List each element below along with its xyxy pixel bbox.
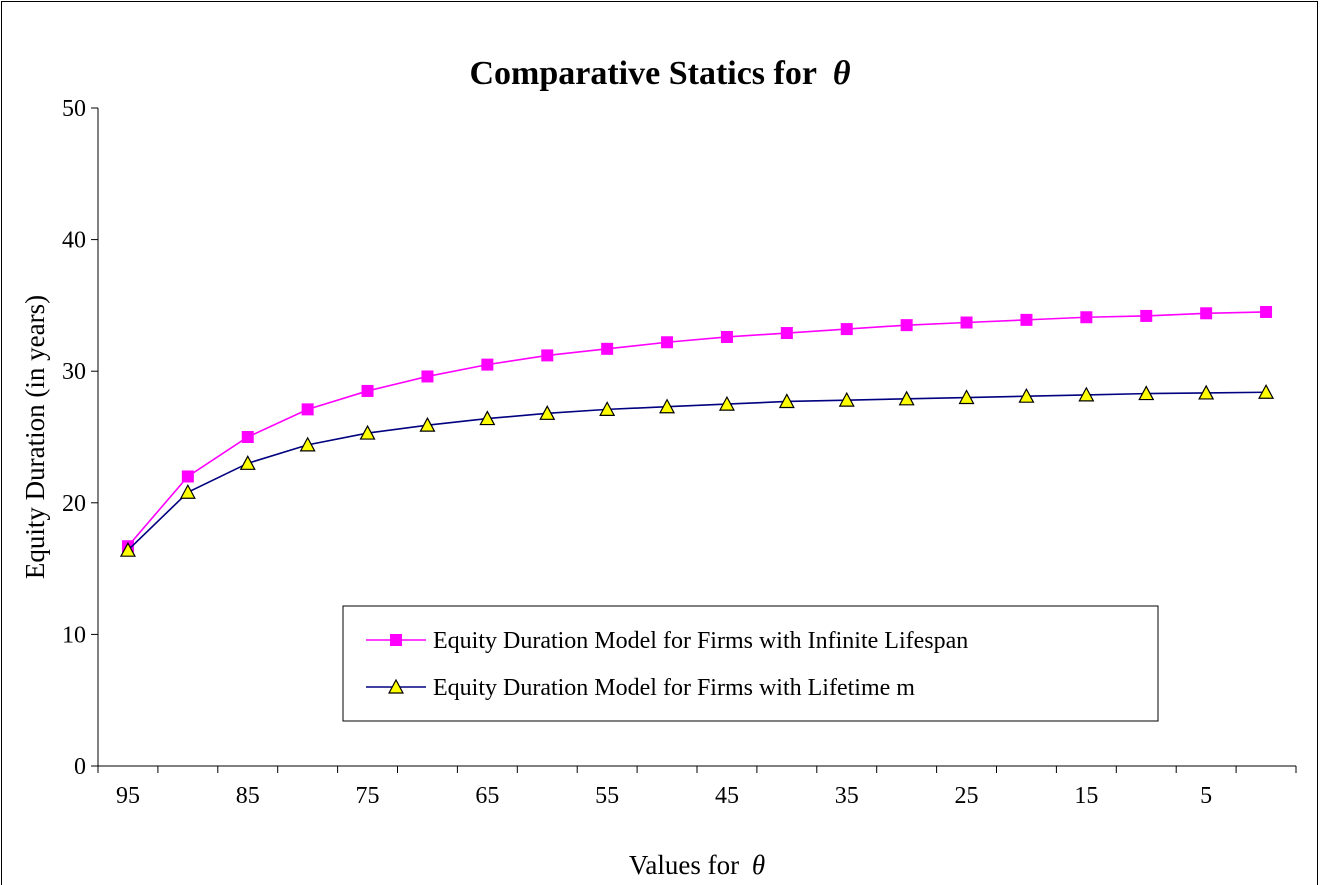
series-line bbox=[127, 311, 1267, 547]
legend-box bbox=[342, 605, 1159, 722]
y-tick-label: 40 bbox=[62, 228, 86, 254]
data-point bbox=[718, 395, 735, 411]
legend: Equity Duration Model for Firms with Inf… bbox=[342, 605, 1159, 722]
series-2 bbox=[119, 383, 1275, 557]
data-point bbox=[960, 316, 973, 329]
data-point bbox=[541, 349, 554, 362]
x-axis-label: Values for θ bbox=[629, 850, 765, 880]
data-point bbox=[599, 401, 616, 416]
data-point bbox=[1140, 309, 1153, 322]
y-tick-label: 50 bbox=[62, 96, 86, 122]
legend-item-1: Equity Duration Model for Firms with Inf… bbox=[366, 628, 968, 654]
x-ticks: 95 85 75 65 55 45 35 25 15 5 bbox=[97, 766, 1297, 809]
data-point bbox=[481, 358, 494, 371]
y-tick-label: 0 bbox=[74, 754, 86, 780]
chart-title: Comparative Statics for θ bbox=[469, 55, 850, 92]
data-point bbox=[361, 384, 374, 397]
data-point bbox=[479, 410, 496, 426]
data-point bbox=[1198, 384, 1215, 400]
y-tick-label: 10 bbox=[62, 622, 86, 648]
data-point bbox=[359, 424, 376, 440]
data-point bbox=[601, 342, 614, 355]
chart-title-symbol: θ bbox=[833, 55, 851, 92]
data-point bbox=[1080, 311, 1093, 324]
data-point bbox=[1020, 313, 1033, 326]
series-1 bbox=[121, 305, 1273, 553]
data-point bbox=[181, 470, 194, 483]
data-point bbox=[239, 455, 256, 470]
data-point bbox=[301, 403, 314, 416]
data-point bbox=[780, 327, 793, 340]
x-tick-label: 65 bbox=[475, 783, 499, 809]
x-tick-label: 55 bbox=[595, 783, 619, 809]
data-point bbox=[900, 319, 913, 332]
data-point bbox=[720, 330, 733, 343]
y-axis-label: Equity Duration (in years) bbox=[20, 295, 50, 579]
data-point bbox=[1260, 305, 1273, 318]
data-point bbox=[179, 484, 196, 499]
x-tick-label: 45 bbox=[715, 783, 739, 809]
x-axis-label-text: Values for bbox=[629, 850, 739, 880]
x-tick-label: 35 bbox=[835, 783, 859, 809]
x-axis-label-symbol: θ bbox=[752, 850, 765, 880]
x-tick-label: 15 bbox=[1074, 783, 1098, 809]
data-point bbox=[299, 436, 316, 452]
data-point bbox=[119, 541, 136, 557]
data-point bbox=[958, 389, 975, 405]
data-point bbox=[1138, 385, 1155, 401]
x-tick-label: 25 bbox=[955, 783, 979, 809]
data-point bbox=[659, 398, 676, 414]
series-layer bbox=[119, 305, 1275, 557]
x-tick-label: 85 bbox=[236, 783, 260, 809]
data-point bbox=[840, 323, 853, 336]
data-point bbox=[1018, 387, 1035, 403]
data-point bbox=[778, 393, 795, 409]
data-point bbox=[898, 390, 915, 406]
y-tick-label: 20 bbox=[62, 491, 86, 517]
legend-swatch-marker bbox=[387, 678, 405, 694]
legend-label: Equity Duration Model for Firms with Inf… bbox=[433, 628, 968, 654]
series-line bbox=[127, 391, 1267, 551]
x-tick-label: 75 bbox=[356, 783, 380, 809]
data-point bbox=[421, 370, 434, 383]
data-point bbox=[539, 405, 556, 420]
data-point bbox=[1258, 383, 1275, 399]
chart-title-text: Comparative Statics for bbox=[469, 55, 816, 92]
data-point bbox=[1200, 307, 1213, 320]
legend-swatch-marker bbox=[390, 634, 402, 646]
data-point bbox=[838, 391, 855, 407]
data-point bbox=[419, 416, 436, 432]
x-tick-label: 5 bbox=[1200, 783, 1212, 809]
legend-item-2: Equity Duration Model for Firms with Lif… bbox=[366, 675, 915, 701]
data-point bbox=[661, 336, 674, 349]
y-tick-label: 30 bbox=[62, 359, 86, 385]
legend-label: Equity Duration Model for Firms with Lif… bbox=[433, 675, 915, 701]
data-point bbox=[1078, 386, 1095, 402]
svg-text:Comparative Statics for: Comparative Statics for θ bbox=[469, 55, 850, 92]
data-point bbox=[241, 431, 254, 443]
x-tick-label: 95 bbox=[116, 783, 140, 809]
y-ticks: 0 10 20 30 40 50 bbox=[62, 96, 98, 780]
